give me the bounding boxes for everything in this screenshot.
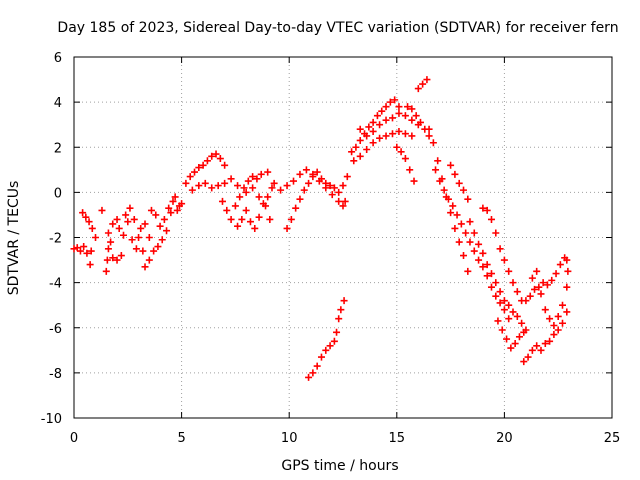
y-axis-label: SDTVAR / TECUs: [6, 181, 22, 296]
y-tick-label: 6: [54, 51, 62, 66]
y-tick-label: -10: [41, 412, 62, 427]
y-tick-label: 4: [54, 96, 62, 111]
x-axis-ticks: 0 5 10 15 20 25: [70, 57, 620, 446]
x-tick-label: 25: [604, 431, 621, 446]
data-points: [70, 76, 572, 381]
y-tick-label: -4: [49, 277, 62, 292]
y-tick-label: 0: [54, 186, 62, 201]
y-tick-label: -2: [49, 232, 62, 247]
y-tick-label: -8: [49, 367, 62, 382]
x-tick-label: 10: [281, 431, 298, 446]
x-tick-label: 0: [70, 431, 78, 446]
x-tick-label: 5: [177, 431, 185, 446]
grid-lines: [74, 57, 612, 418]
y-tick-label: -6: [49, 322, 62, 337]
point-markers: [70, 76, 572, 381]
chart-title: Day 185 of 2023, Sidereal Day-to-day VTE…: [57, 20, 618, 36]
x-tick-label: 15: [389, 431, 406, 446]
y-axis-ticks: -10 -8 -6 -4 -2 0 2 4 6: [41, 51, 612, 427]
x-tick-label: 20: [496, 431, 513, 446]
x-axis-label: GPS time / hours: [281, 458, 398, 474]
y-tick-label: 2: [54, 141, 62, 156]
